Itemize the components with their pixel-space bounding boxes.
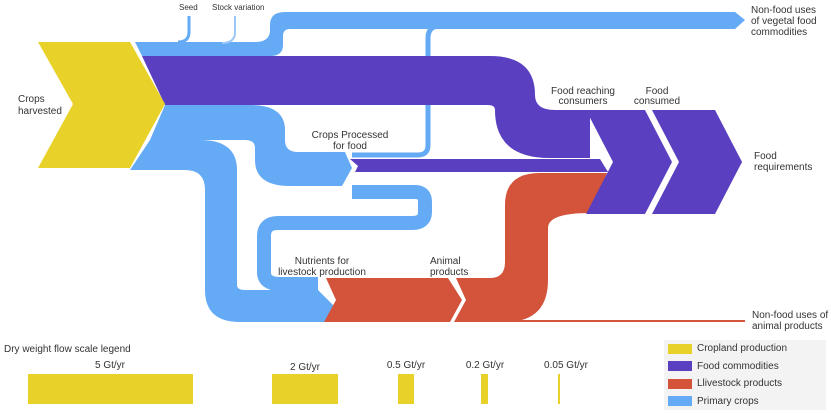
label-food-consumed-2: consumed [634, 96, 680, 107]
scale-bar-5 [28, 374, 193, 404]
scale-label-0-5: 0.5 Gt/yr [387, 360, 426, 371]
label-animal-products-1: Animal [430, 256, 461, 267]
scale-bar-2 [272, 374, 338, 404]
label-crops-harvested-2: harvested [18, 106, 62, 117]
flow-crops-to-processing [150, 105, 352, 186]
label-food-reaching-1: Food reaching [551, 86, 615, 97]
flow-processed-food [350, 159, 608, 172]
label-food-consumed-1: Food [646, 86, 669, 97]
flow-crops-to-nutrients [130, 140, 334, 322]
swatch-livestock [668, 378, 692, 389]
label-food-reaching-2: consumers [559, 96, 608, 107]
color-legend: Cropland production Food commodities Lli… [664, 340, 826, 410]
flow-seed [177, 16, 191, 44]
label-non-food-animal-1: Non-food uses of [752, 310, 828, 321]
label-stock-variation: Stock variation [212, 3, 264, 12]
legend-label: Cropland production [697, 343, 788, 355]
scale-label-0-05: 0.05 Gt/yr [544, 360, 589, 371]
label-animal-products-2: products [430, 267, 468, 278]
node-food-requirements-arrow [678, 110, 742, 214]
swatch-food-commodities [668, 361, 692, 372]
label-seed: Seed [179, 3, 198, 12]
swatch-cropland [668, 343, 692, 354]
flow-nutrients-to-animal [324, 278, 462, 322]
label-food-requirements-1: Food [754, 151, 777, 162]
flow-stock-variation [221, 16, 236, 44]
flow-processed-to-non-food [352, 23, 441, 158]
legend-item-food-commodities: Food commodities [664, 358, 826, 376]
scale-bar-0-05 [558, 374, 560, 404]
label-non-food-animal-2: animal products [752, 321, 823, 332]
flow-animal-products [454, 173, 607, 322]
legend-item-cropland: Cropland production [664, 340, 826, 358]
flow-food-commodities-main [142, 56, 590, 158]
flow-non-food-vegetal [135, 12, 745, 56]
swatch-primary-crops [668, 396, 692, 407]
scale-label-0-2: 0.2 Gt/yr [466, 360, 505, 371]
scale-label-5: 5 Gt/yr [95, 360, 126, 371]
label-non-food-vegetal-3: commodities [751, 27, 807, 38]
label-crops-harvested-1: Crops [18, 94, 45, 105]
label-food-requirements-2: requirements [754, 162, 812, 173]
legend-item-livestock: Llivestock products [664, 375, 826, 393]
flow-processed-to-nutrients [257, 185, 432, 291]
node-crops-harvested [38, 42, 165, 168]
label-nutrients-2: livestock production [278, 267, 366, 278]
legend-label: Food commodities [697, 360, 779, 372]
label-non-food-vegetal-1: Non-food uses [751, 5, 816, 16]
label-non-food-vegetal-2: of vegetal food [751, 16, 817, 27]
scale-legend-title: Dry weight flow scale legend [4, 344, 131, 355]
scale-bar-0-5 [398, 374, 414, 404]
legend-label: Llivestock products [697, 378, 783, 390]
legend-label: Primary crops [697, 395, 759, 407]
label-crops-processed-2: for food [333, 141, 367, 152]
label-crops-processed-1: Crops Processed [312, 130, 389, 141]
legend-item-primary-crops: Primary crops [664, 393, 826, 411]
label-nutrients-1: Nutrients for [295, 256, 350, 267]
scale-bar-0-2 [481, 374, 488, 404]
node-food-reaching-consumers [586, 110, 672, 214]
scale-label-2: 2 Gt/yr [290, 362, 321, 373]
